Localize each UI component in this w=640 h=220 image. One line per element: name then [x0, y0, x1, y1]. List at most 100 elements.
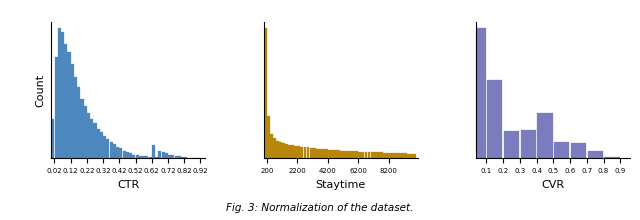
Bar [181, 157, 184, 158]
Bar [588, 151, 603, 158]
Bar [349, 151, 352, 158]
Bar [51, 119, 54, 158]
Bar [106, 139, 109, 158]
Bar [139, 156, 142, 158]
Bar [487, 81, 502, 158]
Text: Fig. 3: Normalization of the dataset.: Fig. 3: Normalization of the dataset. [227, 203, 413, 213]
Bar [270, 134, 273, 158]
Bar [136, 154, 139, 158]
Bar [103, 136, 106, 158]
Bar [294, 146, 297, 158]
Bar [300, 147, 303, 158]
Y-axis label: Count: Count [36, 74, 45, 107]
Bar [123, 151, 125, 158]
Bar [334, 150, 337, 158]
Bar [504, 131, 519, 158]
Bar [276, 141, 279, 158]
Bar [145, 156, 148, 158]
Bar [84, 106, 87, 158]
Bar [346, 151, 349, 158]
Bar [316, 148, 319, 158]
Bar [58, 29, 61, 158]
Bar [337, 150, 340, 158]
Bar [398, 153, 401, 158]
Bar [81, 99, 84, 158]
Bar [116, 147, 119, 158]
Bar [401, 153, 404, 158]
Bar [331, 150, 334, 158]
Bar [161, 152, 164, 158]
Bar [371, 152, 374, 158]
Bar [178, 156, 181, 158]
Bar [554, 141, 570, 158]
Bar [142, 156, 145, 158]
Bar [319, 149, 322, 158]
Bar [120, 148, 122, 158]
Bar [282, 143, 285, 158]
Bar [129, 153, 132, 158]
X-axis label: Staytime: Staytime [316, 180, 366, 190]
Bar [352, 151, 355, 158]
Bar [407, 154, 410, 158]
Bar [109, 141, 113, 158]
Bar [288, 145, 291, 158]
Bar [383, 152, 386, 158]
Bar [571, 143, 586, 158]
Bar [413, 154, 416, 158]
Bar [310, 148, 312, 158]
Bar [164, 153, 168, 158]
Bar [148, 157, 152, 158]
Bar [158, 151, 161, 158]
Bar [538, 113, 553, 158]
Bar [87, 113, 90, 158]
Bar [74, 77, 77, 158]
Bar [100, 132, 103, 158]
Bar [184, 157, 188, 158]
X-axis label: CTR: CTR [117, 180, 140, 190]
Bar [93, 123, 97, 158]
Bar [61, 32, 64, 158]
Bar [298, 146, 300, 158]
Bar [90, 119, 93, 158]
Bar [365, 152, 367, 158]
Bar [355, 151, 358, 158]
X-axis label: CVR: CVR [542, 180, 565, 190]
Bar [113, 144, 116, 158]
Bar [155, 157, 158, 158]
Bar [367, 152, 371, 158]
Bar [389, 153, 392, 158]
Bar [340, 151, 343, 158]
Bar [64, 44, 67, 158]
Bar [168, 154, 171, 158]
Bar [175, 156, 177, 158]
Bar [303, 147, 307, 158]
Bar [404, 154, 407, 158]
Bar [604, 157, 620, 158]
Bar [285, 144, 288, 158]
Bar [54, 57, 58, 158]
Bar [343, 151, 346, 158]
Bar [322, 149, 324, 158]
Bar [362, 152, 364, 158]
Bar [71, 64, 74, 158]
Bar [67, 52, 70, 158]
Bar [279, 142, 282, 158]
Bar [386, 153, 388, 158]
Bar [307, 147, 310, 158]
Bar [392, 153, 395, 158]
Bar [470, 29, 486, 158]
Bar [264, 29, 267, 158]
Bar [273, 138, 276, 158]
Bar [77, 87, 80, 158]
Bar [126, 152, 129, 158]
Bar [325, 149, 328, 158]
Bar [152, 145, 155, 158]
Bar [520, 130, 536, 158]
Bar [374, 152, 376, 158]
Bar [267, 116, 270, 158]
Bar [313, 148, 316, 158]
Bar [380, 152, 383, 158]
Bar [132, 154, 136, 158]
Bar [395, 153, 398, 158]
Bar [291, 145, 294, 158]
